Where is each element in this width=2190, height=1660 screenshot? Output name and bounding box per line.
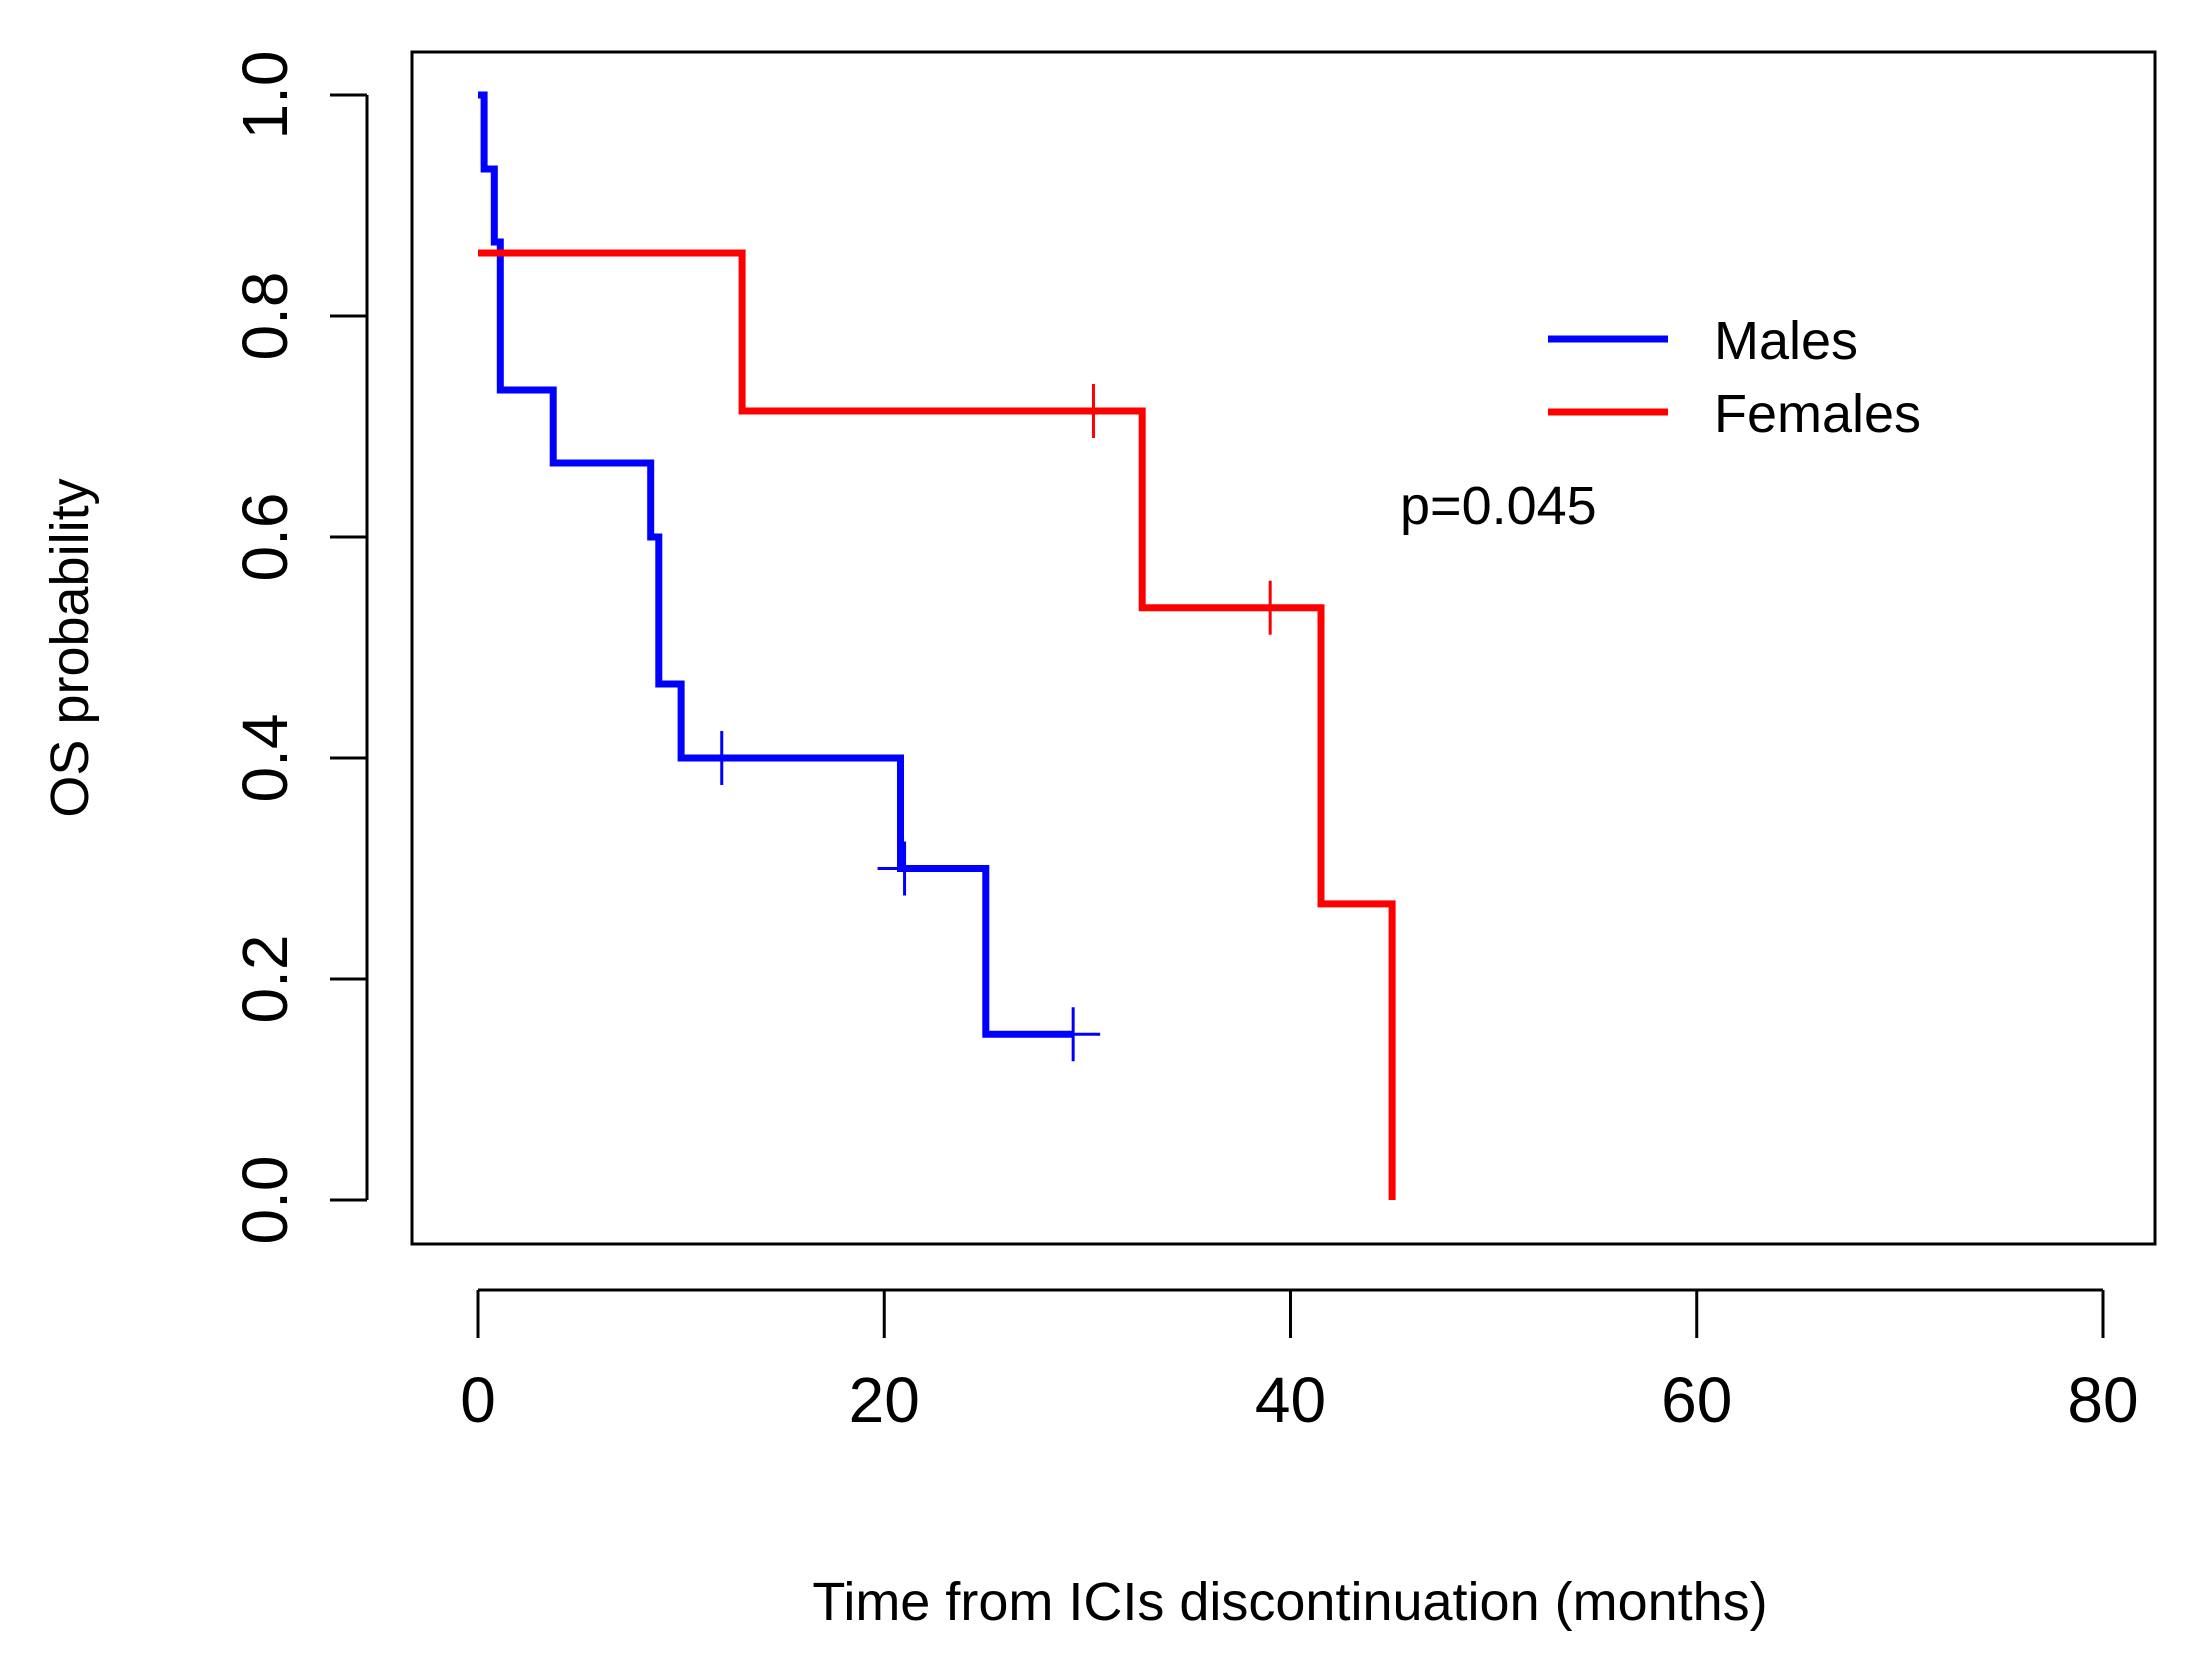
y-axis: 0.0 0.2 0.4 0.6 0.8 1.0 — [229, 51, 369, 1245]
y-tick-label: 0.4 — [229, 714, 301, 803]
x-tick-label: 60 — [1661, 1364, 1732, 1436]
legend: Males Females — [1548, 311, 1921, 444]
x-axis: 0 20 40 60 80 — [460, 1288, 2139, 1436]
series-males — [478, 91, 1101, 1062]
y-tick-label: 0.6 — [229, 493, 301, 582]
y-tick-label: 0.8 — [229, 272, 301, 361]
series-layer — [478, 91, 1396, 1200]
y-axis-label: OS probability — [40, 478, 100, 817]
legend-label-males: Males — [1714, 311, 1858, 371]
x-axis-label: Time from ICIs discontinuation (months) — [812, 1572, 1767, 1632]
y-tick-label: 0.0 — [229, 1156, 301, 1245]
y-tick-label: 1.0 — [229, 51, 301, 140]
plot-frame — [410, 50, 2157, 1246]
y-tick-label: 0.2 — [229, 935, 301, 1024]
males-survival-line — [478, 91, 1074, 1038]
females-survival-line — [478, 249, 1396, 1200]
p-value-annotation: p=0.045 — [1400, 476, 1597, 536]
x-tick-label: 40 — [1255, 1364, 1326, 1436]
legend-label-females: Females — [1714, 384, 1921, 444]
series-females — [478, 249, 1396, 1200]
x-tick-label: 80 — [2067, 1364, 2138, 1436]
x-tick-label: 20 — [849, 1364, 920, 1436]
x-tick-label: 0 — [460, 1364, 496, 1436]
